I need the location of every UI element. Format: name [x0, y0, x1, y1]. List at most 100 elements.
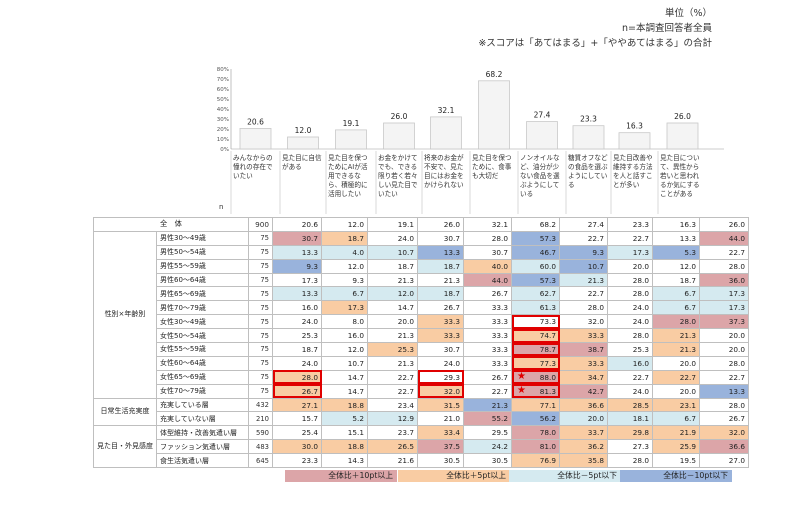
data-cell: 33.3 — [417, 314, 464, 330]
question-label: 見た目改善や維持する方法を人と話すことが多い — [613, 154, 653, 189]
sample-size: 75 — [248, 342, 273, 357]
data-cell: 21.3 — [367, 355, 418, 371]
bar — [287, 136, 319, 150]
data-cell: 20.0 — [699, 342, 749, 357]
data-cell: 26.7 — [463, 286, 512, 302]
data-cell: 13.3 — [699, 383, 749, 399]
data-cell: 36.6 — [559, 397, 608, 413]
data-cell: 18.7 — [652, 272, 700, 288]
data-cell: 32.1 — [463, 217, 512, 232]
data-cell: 19.1 — [367, 217, 418, 232]
data-cell: 23.3 — [607, 217, 653, 232]
data-cell: 44.0 — [699, 230, 749, 246]
data-cell: 57.3 — [511, 272, 560, 288]
data-cell: 19.5 — [652, 453, 700, 469]
data-cell: 27.3 — [607, 439, 653, 455]
question-label: 糖質オフなどの食品を選ぶようにしている — [568, 154, 608, 189]
data-cell: 24.0 — [367, 230, 418, 246]
data-cell: 25.9 — [652, 439, 700, 455]
group-label: 見た目・外見感度 — [93, 425, 157, 469]
data-cell: 30.7 — [463, 244, 512, 260]
data-cell: 33.3 — [559, 355, 608, 371]
data-cell: 14.7 — [321, 369, 368, 385]
data-cell: 30.7 — [417, 342, 464, 357]
data-cell: 36.6 — [699, 439, 749, 455]
data-cell: 16.0 — [607, 355, 653, 371]
data-cell: 28.0 — [607, 286, 653, 302]
data-cell: 33.3 — [463, 355, 512, 371]
bar — [239, 127, 272, 150]
sample-size: 75 — [248, 383, 273, 399]
bar — [666, 122, 699, 150]
data-cell: 30.7 — [417, 230, 464, 246]
data-cell: 29.3 — [417, 369, 464, 385]
row-label: 全 体 — [93, 217, 249, 232]
data-cell: 24.0 — [417, 355, 464, 371]
data-cell: 10.7 — [559, 258, 608, 274]
row-label: 男性30～49歳 — [156, 230, 249, 246]
data-cell: 29.8 — [607, 425, 653, 441]
bar-chart: 0% 10% 20% 30% 40% 50% 60% 70% 80% 20.6 12.0 19.1 26… — [217, 67, 724, 214]
data-cell: 18.8 — [321, 439, 368, 455]
data-cell: ★ 88.0 — [511, 369, 560, 385]
data-cell: 18.7 — [321, 230, 368, 246]
data-cell: 20.0 — [699, 328, 749, 344]
data-cell: 13.3 — [272, 244, 322, 260]
data-cell: 6.7 — [321, 286, 368, 302]
data-cell: 28.0 — [652, 314, 700, 330]
table-row: 見た目・外見感度 体型維持・改善気遣い層 590 25.4 15.1 23.7 33.4 29… — [93, 425, 749, 469]
data-cell: 23.4 — [367, 397, 418, 413]
data-cell: 26.0 — [417, 217, 464, 232]
data-cell: 10.7 — [367, 244, 418, 260]
data-cell: 24.0 — [607, 300, 653, 316]
sample-size: 590 — [248, 425, 273, 441]
data-cell: 60.0 — [511, 258, 560, 274]
data-cell: 18.8 — [321, 397, 368, 413]
data-cell: 21.3 — [367, 328, 418, 344]
row-label: 男性55～59歳 — [156, 258, 249, 274]
data-cell: 27.0 — [699, 453, 749, 469]
row-label: 食生活気遣い層 — [156, 453, 249, 469]
data-cell: 20.0 — [652, 355, 700, 371]
data-cell: 33.3 — [463, 300, 512, 316]
data-cell: 30.5 — [463, 453, 512, 469]
y-tick-label: 50% — [217, 97, 229, 103]
data-cell: 28.0 — [607, 328, 653, 344]
data-cell: 24.2 — [463, 439, 512, 455]
bar-value-label: 26.0 — [391, 112, 408, 121]
y-tick-label: 10% — [217, 137, 229, 143]
data-cell: 6.7 — [652, 286, 700, 302]
bar — [618, 132, 651, 150]
data-cell: 13.3 — [272, 286, 322, 302]
legend-item: 全体比－5pt以下 — [509, 470, 621, 482]
question-label: 見た目を保つために、食事も大切だ — [472, 154, 512, 180]
data-cell: 21.6 — [367, 453, 418, 469]
sample-size: 75 — [248, 244, 273, 260]
unit-note: 単位（%） — [664, 8, 712, 19]
data-cell: 12.0 — [321, 342, 368, 357]
y-tick-label: 60% — [217, 87, 229, 93]
sample-size: 645 — [248, 453, 273, 469]
data-cell: 22.7 — [463, 383, 512, 399]
data-cell: 27.1 — [272, 397, 322, 413]
data-cell: 18.1 — [607, 411, 653, 427]
question-label: 見た目について、異性から若いと思われるか気にすることがある — [660, 154, 700, 198]
total-row: 全 体 900 20.6 12.0 19.1 26.0 32.1 68.2 27.4 23.3 16… — [93, 217, 749, 232]
n-header: n — [219, 203, 224, 211]
data-cell: 21.3 — [559, 272, 608, 288]
data-cell: 36.2 — [559, 439, 608, 455]
data-cell: 15.7 — [272, 411, 322, 427]
row-label: 女性60～64歳 — [156, 355, 249, 371]
data-cell: 22.7 — [367, 383, 418, 399]
data-cell: 16.3 — [652, 217, 700, 232]
data-cell: 20.6 — [272, 217, 322, 232]
data-cell: 33.3 — [417, 328, 464, 344]
data-cell: 32.0 — [417, 383, 464, 399]
data-cell: 17.3 — [321, 300, 368, 316]
data-cell: 10.7 — [321, 355, 368, 371]
table-row: 女性70～79歳 75 26.7 14.7 22.7 32.0 22.7 ★ 81.3 42.7 2… — [94, 383, 749, 399]
data-cell: 14.7 — [321, 383, 368, 399]
data-cell: 17.3 — [699, 286, 749, 302]
data-cell: 17.3 — [699, 300, 749, 316]
data-cell: 30.7 — [272, 230, 322, 246]
